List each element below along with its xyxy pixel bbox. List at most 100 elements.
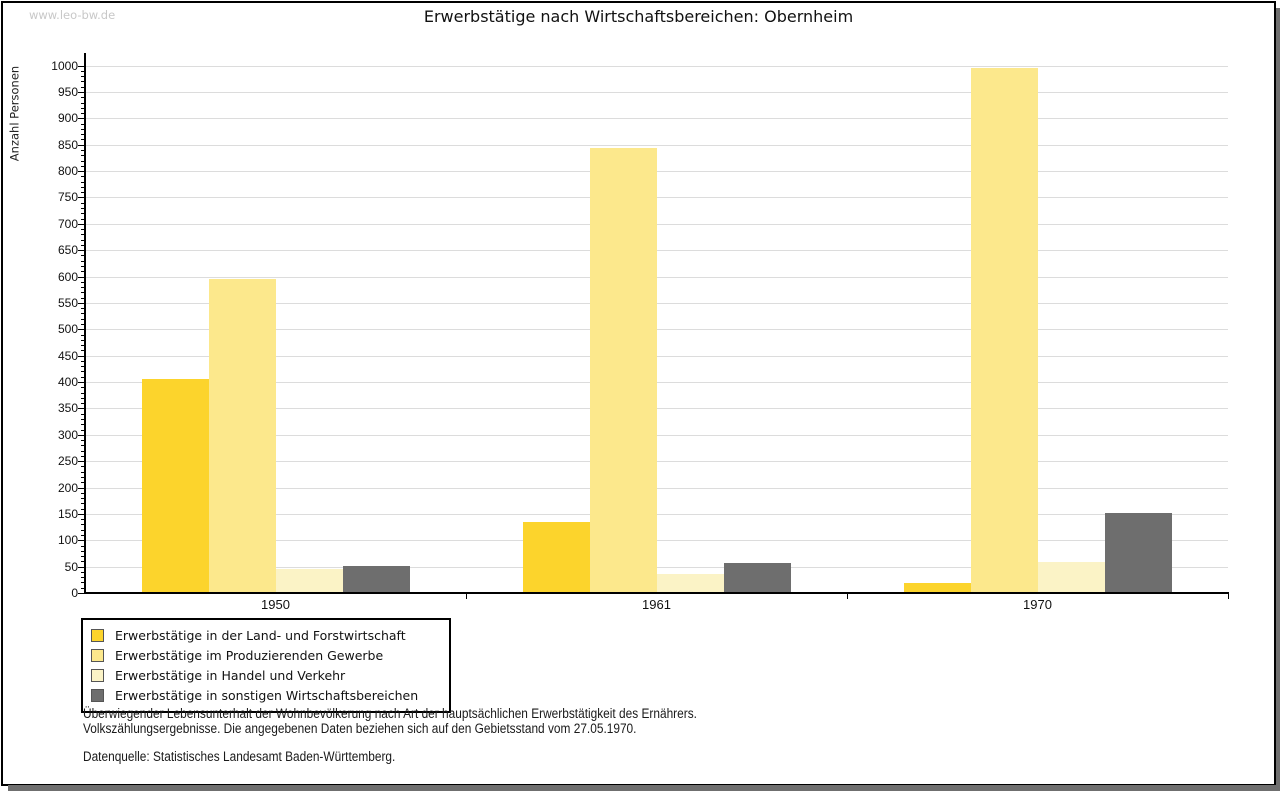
gridline-100	[86, 540, 1228, 542]
y-minor-tick-760	[81, 192, 85, 194]
y-minor-tick-130	[81, 524, 85, 526]
y-minor-tick-40	[81, 571, 85, 573]
y-minor-tick-790	[81, 176, 85, 178]
y-minor-tick-590	[81, 281, 85, 283]
legend-row-2: Erwerbstätige im Produzierenden Gewerbe	[91, 645, 441, 665]
legend-rows: Erwerbstätige in der Land- und Forstwirt…	[91, 625, 441, 705]
y-minor-tick-390	[81, 387, 85, 389]
legend-swatch-1	[91, 628, 104, 642]
footnote: Überwiegender Lebensunterhalt der Wohnbe…	[83, 706, 781, 736]
data-source-line: Datenquelle: Statistisches Landesamt Bad…	[83, 749, 396, 764]
legend-row-3: Erwerbstätige in Handel und Verkehr	[91, 665, 441, 685]
footnote-line-2: Volkszählungsergebnisse. Die angegebenen…	[83, 720, 637, 736]
gridline-150	[86, 513, 1228, 515]
y-tick-label-250: 250	[57, 454, 78, 469]
y-minor-tick-540	[81, 308, 85, 310]
y-minor-tick-360	[81, 403, 85, 405]
y-minor-tick-230	[81, 471, 85, 473]
y-major-tick-850	[78, 144, 85, 146]
y-minor-tick-340	[81, 413, 85, 415]
y-major-tick-500	[78, 329, 85, 331]
y-tick-label-150: 150	[57, 506, 78, 521]
gridline-50	[86, 566, 1228, 568]
y-major-tick-400	[78, 382, 85, 384]
y-major-tick-650	[78, 250, 85, 252]
y-minor-tick-160	[81, 508, 85, 510]
y-minor-tick-10	[81, 587, 85, 589]
y-minor-tick-840	[81, 149, 85, 151]
y-minor-tick-570	[81, 292, 85, 294]
y-minor-tick-280	[81, 445, 85, 447]
y-minor-tick-580	[81, 287, 85, 289]
y-major-tick-1000	[78, 65, 85, 67]
y-minor-tick-640	[81, 255, 85, 257]
y-major-tick-250	[78, 461, 85, 463]
legend-label-1: Erwerbstätige in der Land- und Forstwirt…	[115, 627, 406, 643]
gridline-1000	[86, 65, 1228, 67]
y-tick-label-850: 850	[57, 137, 78, 152]
y-minor-tick-930	[81, 102, 85, 104]
gridline-750	[86, 197, 1228, 199]
gridline-700	[86, 223, 1228, 225]
y-minor-tick-210	[81, 482, 85, 484]
y-major-tick-750	[78, 197, 85, 199]
y-minor-tick-20	[81, 582, 85, 584]
window-shadow-bottom	[8, 785, 1280, 791]
y-minor-tick-320	[81, 424, 85, 426]
y-minor-tick-490	[81, 334, 85, 336]
y-tick-label-200: 200	[57, 480, 78, 495]
y-tick-label-1000: 1000	[51, 58, 78, 73]
y-tick-label-300: 300	[57, 427, 78, 442]
x-axis-line	[84, 592, 1229, 594]
y-minor-tick-670	[81, 239, 85, 241]
y-tick-label-450: 450	[57, 348, 78, 363]
bar-1970-series4	[1104, 512, 1172, 593]
y-minor-tick-330	[81, 418, 85, 420]
x-boundary-tick-3	[1228, 593, 1229, 599]
y-tick-label-400: 400	[57, 375, 78, 390]
y-minor-tick-510	[81, 324, 85, 326]
y-minor-tick-980	[81, 76, 85, 78]
footnote-line-1: Überwiegender Lebensunterhalt der Wohnbe…	[83, 706, 697, 721]
y-minor-tick-180	[81, 498, 85, 500]
y-minor-tick-620	[81, 266, 85, 267]
y-major-tick-450	[78, 355, 85, 357]
window-shadow-right	[1276, 8, 1280, 791]
gridline-550	[86, 302, 1228, 304]
gridline-350	[86, 408, 1228, 410]
y-tick-label-600: 600	[57, 269, 78, 284]
y-major-tick-300	[78, 434, 85, 436]
y-minor-tick-870	[81, 134, 85, 136]
y-minor-tick-690	[81, 229, 85, 231]
y-minor-tick-660	[81, 244, 85, 246]
gridline-850	[86, 144, 1228, 146]
y-minor-tick-890	[81, 123, 85, 125]
bar-1970-series1	[903, 582, 971, 593]
watermark-url: www.leo-bw.de	[29, 8, 116, 22]
x-tick-label-1950: 1950	[261, 597, 290, 612]
y-major-tick-800	[78, 171, 85, 173]
y-minor-tick-720	[81, 213, 85, 215]
bar-1961-series2	[589, 148, 657, 593]
y-minor-tick-970	[81, 81, 85, 83]
y-minor-tick-480	[81, 339, 85, 341]
y-minor-tick-710	[81, 218, 85, 220]
y-minor-tick-830	[81, 155, 85, 157]
gridline-600	[86, 276, 1228, 278]
bar-1970-series2	[970, 67, 1038, 593]
x-boundary-tick-1	[466, 593, 467, 599]
y-minor-tick-430	[81, 366, 85, 368]
y-minor-tick-860	[81, 139, 85, 141]
bar-1950-series1	[141, 379, 209, 593]
y-tick-label-550: 550	[57, 295, 78, 310]
bar-1950-series2	[208, 279, 276, 593]
gridline-450	[86, 355, 1228, 357]
y-minor-tick-680	[81, 234, 85, 236]
gridline-400	[86, 382, 1228, 384]
y-minor-tick-740	[81, 202, 85, 204]
y-minor-tick-30	[81, 577, 85, 579]
gridline-900	[86, 118, 1228, 120]
y-minor-tick-80	[81, 550, 85, 552]
plot-area: 1950 1961 1970 0 50 100 150 200 250 300 350 400 450 5…	[3, 3, 1276, 784]
